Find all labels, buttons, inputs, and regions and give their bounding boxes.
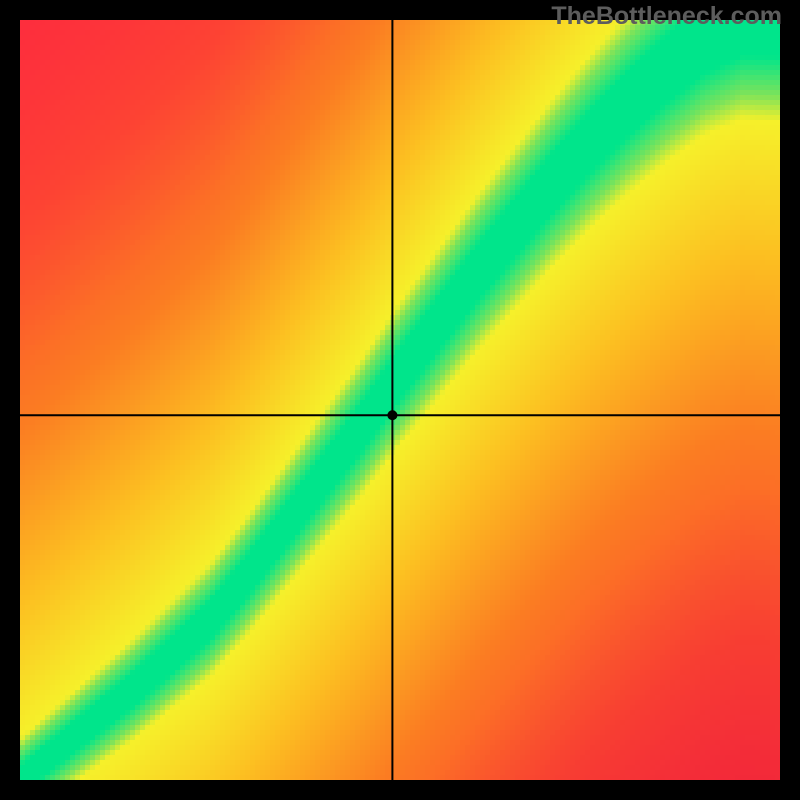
heatmap-canvas xyxy=(20,20,780,780)
plot-area xyxy=(20,20,780,780)
chart-frame: TheBottleneck.com xyxy=(0,0,800,800)
watermark-text: TheBottleneck.com xyxy=(551,2,782,31)
